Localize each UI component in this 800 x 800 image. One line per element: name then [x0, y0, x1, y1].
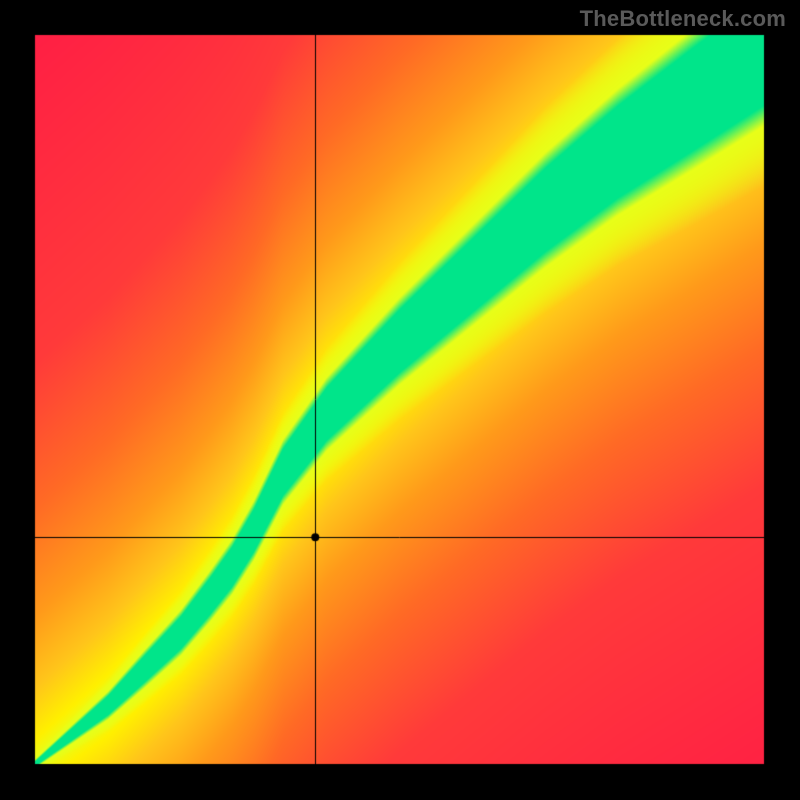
bottleneck-heatmap [0, 0, 800, 800]
watermark-text: TheBottleneck.com [580, 6, 786, 32]
